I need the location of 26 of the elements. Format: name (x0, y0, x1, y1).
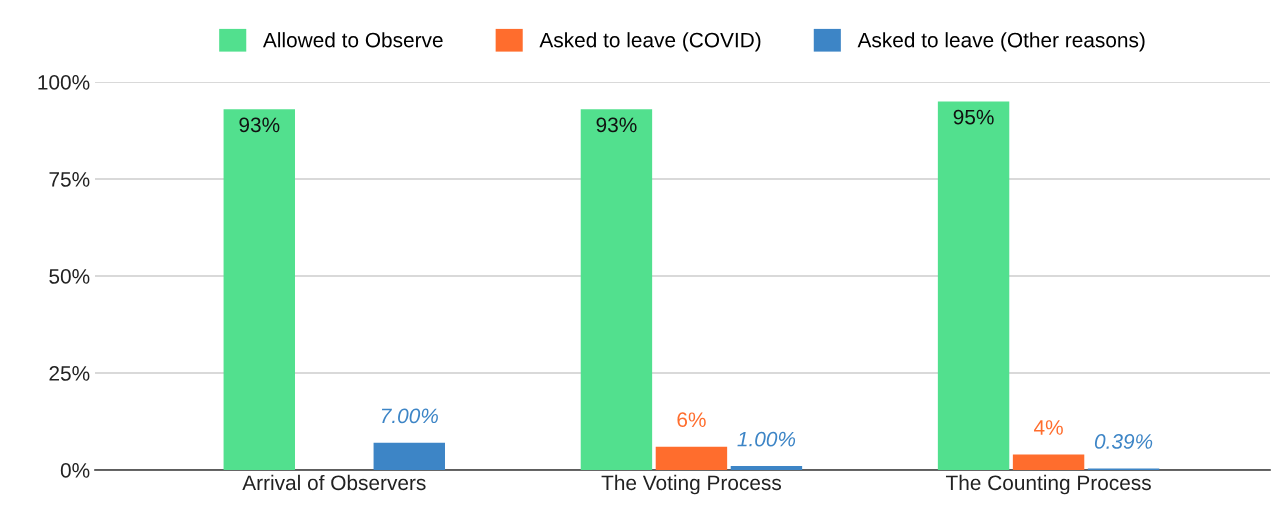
data-label: 95% (953, 109, 994, 125)
bar (580, 109, 653, 470)
data-label: 4% (1033, 420, 1063, 435)
data-label: 7.00% (381, 408, 438, 424)
x-tick-label: The Voting Process (601, 474, 782, 495)
bar (373, 442, 445, 470)
data-label: 0.39% (1094, 434, 1153, 449)
bar (223, 109, 295, 470)
y-tick-label: 50% (49, 269, 90, 284)
legend-label: Asked to leave (Other reasons) (857, 32, 1145, 52)
legend-label: Allowed to Observe (262, 32, 443, 48)
y-tick-label: 75% (49, 172, 90, 187)
y-tick-label: 25% (49, 366, 90, 381)
bar (655, 446, 728, 470)
y-tick-label: 0% (60, 463, 90, 478)
data-label: 6% (677, 412, 706, 428)
data-label: 93% (239, 117, 280, 133)
data-label: 1.00% (737, 431, 796, 447)
x-tick-label: Arrival of Observers (242, 474, 426, 491)
bar (1012, 454, 1085, 470)
bar (730, 466, 803, 470)
data-label: 93% (596, 117, 637, 133)
y-tick-label: 100% (38, 75, 90, 90)
bar (937, 101, 1010, 470)
legend-label: Asked to leave (COVID) (539, 32, 761, 52)
x-tick-label: The Counting Process (945, 474, 1151, 495)
